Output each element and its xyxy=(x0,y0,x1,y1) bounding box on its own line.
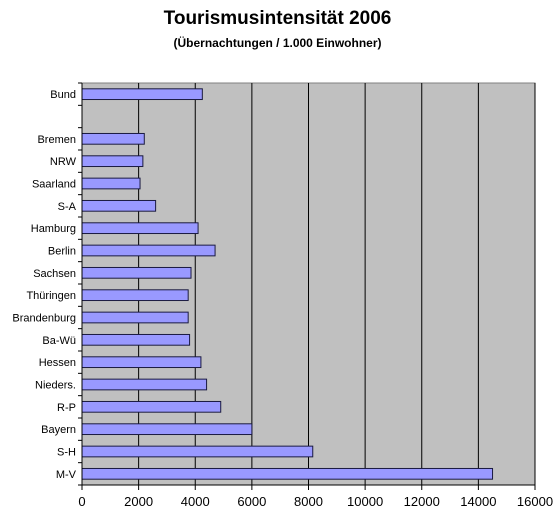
y-tick-label: Ba-Wü xyxy=(42,335,76,347)
bar xyxy=(81,356,202,369)
x-axis-ticks: 0 2000 4000 6000 8000 10000 12000 14000 16000 xyxy=(78,485,553,509)
grid-lines xyxy=(138,83,536,485)
y-tick-label: Bayern xyxy=(41,424,76,436)
bar xyxy=(81,155,144,168)
y-tick-label: Sachsen xyxy=(33,268,76,280)
y-tick-label: M-V xyxy=(56,469,77,481)
x-tick-label: 2000 xyxy=(124,494,153,509)
bar xyxy=(81,445,314,458)
y-tick-label: Bund xyxy=(50,89,76,101)
bar xyxy=(81,311,189,324)
x-tick-label: 8000 xyxy=(294,494,323,509)
bar xyxy=(81,222,199,235)
x-tick-label: 14000 xyxy=(460,494,496,509)
bar xyxy=(81,423,253,436)
y-tick-label: S-A xyxy=(58,201,77,213)
x-tick-label: 4000 xyxy=(181,494,210,509)
bar xyxy=(81,266,192,279)
y-tick-label: S-H xyxy=(57,447,76,459)
y-tick-label: Saarland xyxy=(32,179,76,191)
y-tick-label: Berlin xyxy=(48,246,76,258)
y-tick-label: Hessen xyxy=(39,357,76,369)
bar xyxy=(81,378,208,391)
y-tick-label: R-P xyxy=(57,402,76,414)
bar xyxy=(81,289,189,302)
y-tick-label: NRW xyxy=(50,156,77,168)
x-tick-label: 16000 xyxy=(517,494,553,509)
y-tick-label: Hamburg xyxy=(31,223,76,235)
bar xyxy=(81,177,141,190)
x-tick-label: 6000 xyxy=(237,494,266,509)
x-tick-label: 12000 xyxy=(404,494,440,509)
y-tick-label: Brandenburg xyxy=(12,313,76,325)
bar xyxy=(81,333,191,346)
bar xyxy=(81,467,494,480)
chart-subtitle: (Übernachtungen / 1.000 Einwohner) xyxy=(173,36,382,50)
x-tick-label: 10000 xyxy=(347,494,383,509)
y-tick-label: Nieders. xyxy=(35,380,76,392)
y-tick-label: Thüringen xyxy=(26,290,76,302)
y-axis-labels: Bund Bremen NRW Saarland S-A Hamburg Berlin Sac… xyxy=(12,82,82,486)
chart-title: Tourismusintensität 2006 xyxy=(163,8,392,29)
x-tick-label: 0 xyxy=(78,494,85,509)
bar xyxy=(81,244,216,257)
y-tick-label: Bremen xyxy=(37,134,76,146)
bar xyxy=(81,88,203,101)
bar xyxy=(81,199,157,212)
bar xyxy=(81,400,222,413)
bar xyxy=(81,132,145,145)
